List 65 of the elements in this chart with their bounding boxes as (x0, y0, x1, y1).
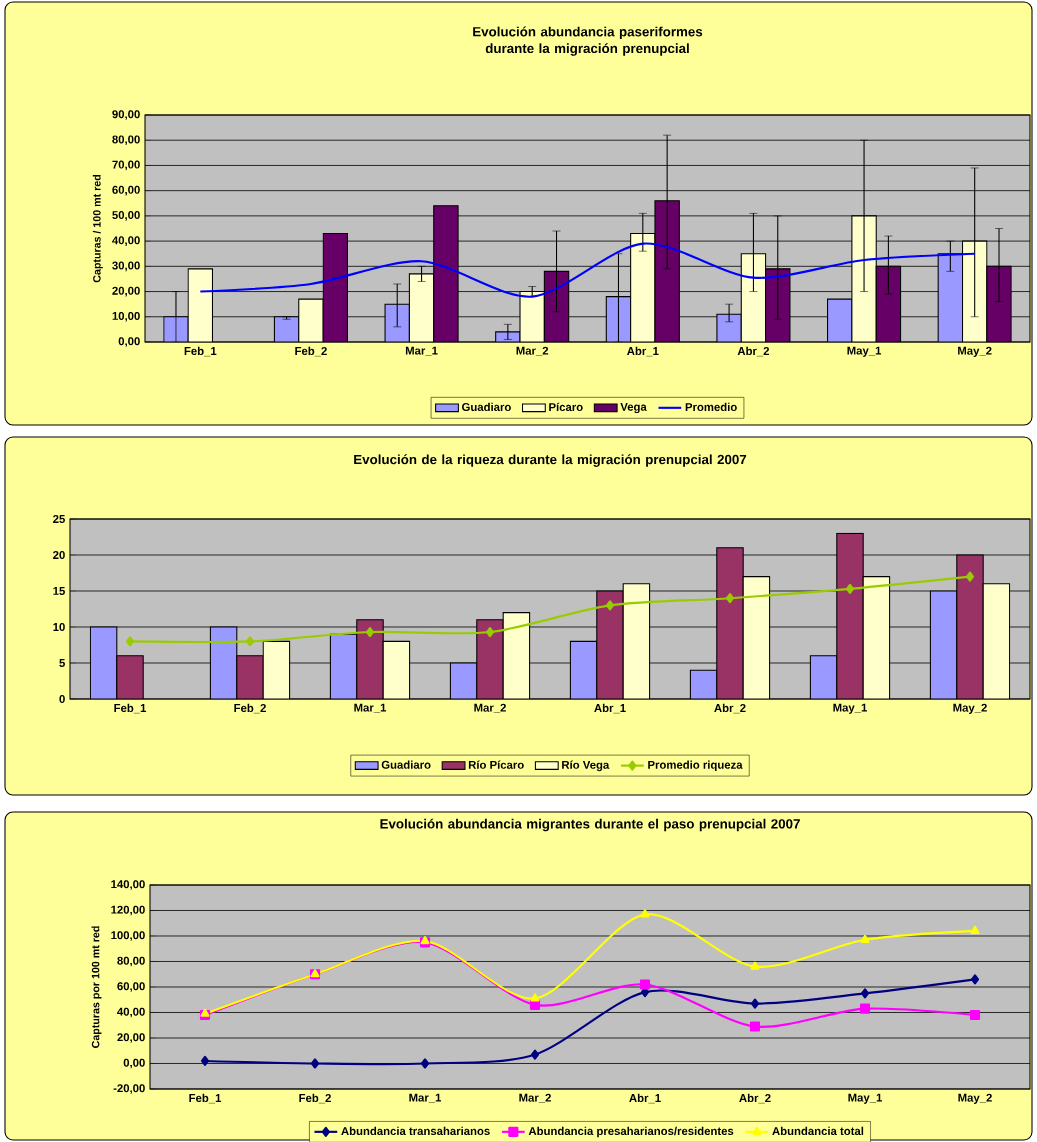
y-tick-label: 20,00 (112, 286, 140, 297)
x-tick-label: May_1 (848, 1093, 882, 1104)
y-tick-label: 0,00 (123, 1058, 145, 1069)
y-tick-label: 40,00 (117, 1007, 145, 1018)
x-tick-label: Abr_1 (629, 1093, 661, 1104)
legend-label: Río Vega (562, 760, 610, 772)
legend-label: Guadiaro (381, 760, 431, 769)
y-tick-label: 60,00 (112, 185, 140, 196)
y-tick-label: 25 (53, 514, 65, 523)
y-axis-title: Capturas / 100 mt red (92, 174, 103, 283)
legend-label: Abundancia presaharianos/residentes (528, 1126, 734, 1138)
x-tick-label: Mar_2 (474, 703, 506, 713)
legend-label: Abundancia total (772, 1126, 864, 1136)
chart-title: Evolución abundancia migrantes durante el paso prenupcial 2007 (380, 818, 800, 832)
x-tick-label: Feb_2 (299, 1093, 331, 1104)
y-tick-label: 40,00 (112, 236, 140, 246)
x-tick-label: May_2 (958, 346, 992, 357)
x-tick-label: Feb_2 (234, 703, 266, 714)
y-tick-label: 50,00 (112, 211, 140, 221)
y-tick-label: -20,00 (113, 1084, 145, 1094)
y-tick-label: 100,00 (111, 931, 145, 941)
x-tick-label: May_1 (847, 346, 882, 357)
x-tick-label: Mar_1 (405, 346, 438, 356)
x-tick-label: Feb_1 (184, 346, 217, 357)
y-tick-label: 90,00 (112, 110, 140, 120)
legend-label: Pícaro (549, 402, 583, 412)
x-tick-label: May_2 (958, 1093, 992, 1104)
y-tick-label: 140,00 (111, 880, 145, 890)
y-tick-label: 5 (59, 659, 65, 667)
legend-label: Río Pícaro (468, 760, 524, 769)
x-tick-label: Feb_2 (295, 346, 327, 357)
legend-label: Promedio riqueza (648, 760, 743, 772)
y-tick-label: 0 (59, 694, 65, 703)
y-tick-label: 10,00 (112, 311, 140, 322)
legend-label: Abundancia transaharianos (341, 1126, 490, 1136)
legend-label: Promedio (685, 402, 737, 412)
x-tick-label: Mar_2 (519, 1093, 551, 1103)
y-tick-label: 20 (53, 550, 65, 559)
y-tick-label: 20,00 (117, 1033, 145, 1043)
x-tick-label: Mar_2 (516, 346, 549, 356)
x-tick-label: Feb_1 (189, 1093, 222, 1104)
legend-label: Guadiaro (462, 402, 511, 412)
x-tick-label: Abr_1 (627, 346, 659, 357)
y-tick-label: 15 (53, 587, 65, 595)
chart-title: Evolución de la riqueza durante la migración prenupcial 2007 (354, 454, 747, 467)
legend-label: Vega (620, 402, 647, 414)
y-tick-label: 0,00 (118, 337, 140, 347)
x-tick-label: Abr_2 (714, 703, 746, 714)
x-tick-label: Abr_2 (737, 346, 770, 357)
x-tick-label: Mar_1 (354, 703, 387, 713)
x-tick-label: Mar_1 (409, 1093, 442, 1103)
y-axis-title: Capturas por 100 mt red (91, 926, 102, 1048)
y-tick-label: 70,00 (112, 160, 140, 171)
x-tick-label: May_1 (833, 703, 867, 714)
y-tick-label: 30,00 (112, 261, 140, 272)
x-tick-label: May_2 (953, 703, 987, 714)
x-tick-label: Abr_2 (739, 1093, 771, 1104)
y-tick-label: 60,00 (117, 982, 145, 992)
y-tick-label: 80,00 (117, 956, 145, 967)
y-tick-label: 120,00 (111, 905, 145, 916)
y-tick-label: 10 (53, 622, 65, 631)
x-tick-label: Abr_1 (594, 703, 626, 714)
x-tick-label: Feb_1 (114, 703, 147, 714)
y-tick-label: 80,00 (112, 135, 140, 146)
chart-title: Evolución abundancia paseriformes durante la migración prenupcial (473, 26, 703, 56)
